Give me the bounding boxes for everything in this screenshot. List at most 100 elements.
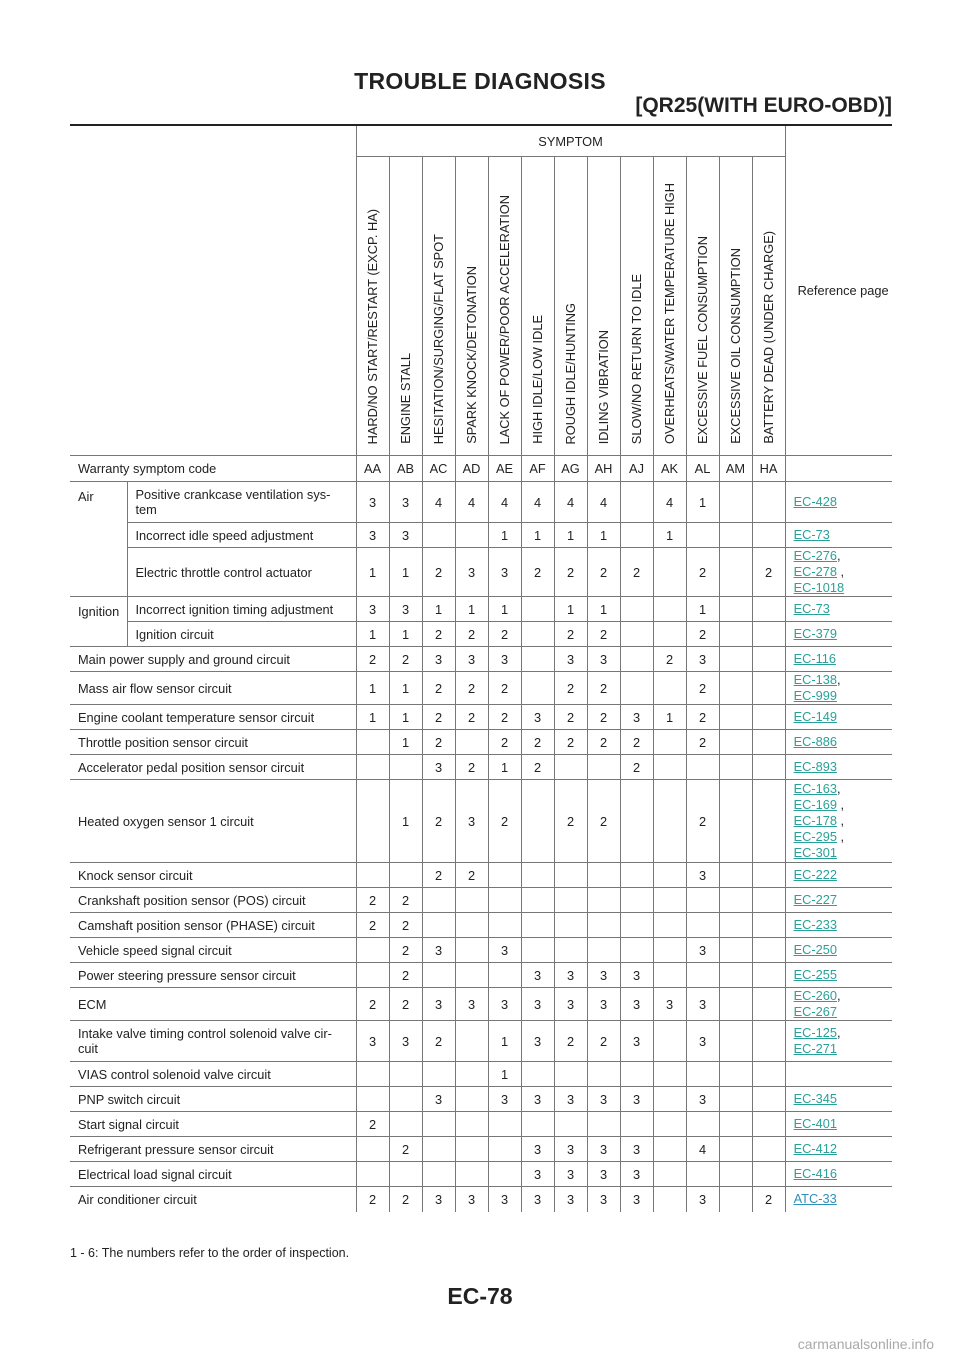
symptom-value: 2 bbox=[553, 671, 587, 705]
reference-cell: EC-227 bbox=[784, 887, 893, 913]
symptom-value bbox=[619, 671, 653, 705]
symptom-value: 2 bbox=[751, 1186, 786, 1212]
symptom-heading: SYMPTOM bbox=[355, 126, 786, 157]
reference-link[interactable]: EC-401 bbox=[793, 1116, 837, 1131]
symptom-value: 4 bbox=[652, 481, 686, 523]
symptom-value: 2 bbox=[487, 704, 521, 730]
reference-cell: EC-401 bbox=[784, 1111, 893, 1137]
symptom-name: SPARK KNOCK/DETONATION bbox=[464, 266, 479, 444]
reference-link[interactable]: EC-379 bbox=[793, 626, 837, 641]
symptom-value: 3 bbox=[619, 1086, 653, 1112]
symptom-value: 1 bbox=[454, 596, 488, 622]
symptom-value bbox=[355, 1086, 389, 1112]
symptom-value: 2 bbox=[355, 1111, 389, 1137]
symptom-value: 3 bbox=[619, 704, 653, 730]
reference-link[interactable]: EC-893 bbox=[793, 759, 837, 774]
symptom-value: 2 bbox=[454, 704, 488, 730]
reference-link[interactable]: EC-416 bbox=[793, 1166, 837, 1181]
warranty-code: AA bbox=[355, 455, 389, 482]
symptom-value bbox=[718, 621, 752, 647]
symptom-value bbox=[586, 937, 620, 963]
symptom-value bbox=[388, 862, 422, 888]
reference-link[interactable]: EC-227 bbox=[793, 892, 837, 907]
symptom-value: 1 bbox=[586, 596, 620, 622]
symptom-value: 3 bbox=[355, 481, 389, 523]
reference-cell: EC-233 bbox=[784, 912, 893, 938]
symptom-value bbox=[619, 596, 653, 622]
header-rule bbox=[70, 124, 892, 126]
reference-link[interactable]: EC-999 bbox=[793, 688, 837, 703]
row-label: Vehicle speed signal circuit bbox=[70, 937, 356, 963]
symptom-value: 3 bbox=[685, 1186, 719, 1212]
reference-link[interactable]: EC-1018 bbox=[793, 580, 845, 595]
reference-link[interactable]: EC-169 bbox=[793, 797, 837, 812]
symptom-name: LACK OF POWER/POOR ACCELERATION bbox=[497, 194, 512, 444]
symptom-value: 2 bbox=[388, 887, 422, 913]
symptom-value: 3 bbox=[586, 1161, 620, 1187]
symptom-name: HESITATION/SURGING/FLAT SPOT bbox=[431, 233, 446, 444]
reference-link[interactable]: EC-276 bbox=[793, 548, 837, 563]
symptom-matrix-table: SYMPTOM Reference page HARD/NO START/RESTA… bbox=[70, 126, 893, 1212]
reference-cell: EC-222 bbox=[784, 862, 893, 888]
symptom-value: 3 bbox=[355, 596, 389, 622]
warranty-code: AD bbox=[454, 455, 488, 482]
symptom-value: 3 bbox=[421, 937, 455, 963]
symptom-value: 2 bbox=[586, 729, 620, 755]
symptom-value bbox=[751, 729, 786, 755]
reference-link[interactable]: EC-345 bbox=[793, 1091, 837, 1106]
symptom-value bbox=[355, 862, 389, 888]
reference-link[interactable]: EC-116 bbox=[793, 651, 837, 666]
reference-link[interactable]: EC-267 bbox=[793, 1004, 837, 1019]
reference-link[interactable]: EC-250 bbox=[793, 942, 837, 957]
reference-link[interactable]: EC-412 bbox=[793, 1141, 837, 1156]
symptom-value: 2 bbox=[685, 547, 719, 597]
symptom-value bbox=[586, 754, 620, 780]
symptom-value bbox=[718, 1086, 752, 1112]
table-row: Engine coolant temperature sensor circui… bbox=[70, 704, 893, 730]
symptom-value bbox=[355, 729, 389, 755]
symptom-value bbox=[652, 621, 686, 647]
symptom-value bbox=[652, 1136, 686, 1162]
symptom-value: 2 bbox=[355, 987, 389, 1021]
reference-link[interactable]: EC-886 bbox=[793, 734, 837, 749]
reference-link[interactable]: EC-278 bbox=[793, 564, 837, 579]
reference-link[interactable]: EC-271 bbox=[793, 1041, 837, 1056]
reference-link[interactable]: EC-301 bbox=[793, 845, 837, 860]
reference-link[interactable]: EC-73 bbox=[793, 527, 830, 542]
reference-link[interactable]: EC-125 bbox=[793, 1025, 837, 1040]
reference-link[interactable]: EC-260 bbox=[793, 988, 837, 1003]
reference-link[interactable]: EC-138 bbox=[793, 672, 837, 687]
reference-link[interactable]: EC-163 bbox=[793, 781, 837, 796]
symptom-value: 4 bbox=[586, 481, 620, 523]
reference-link[interactable]: ATC-33 bbox=[793, 1191, 837, 1207]
symptom-value: 3 bbox=[487, 1086, 521, 1112]
symptom-value bbox=[421, 1161, 455, 1187]
symptom-value bbox=[652, 779, 686, 863]
reference-link[interactable]: EC-73 bbox=[793, 601, 830, 616]
warranty-code: AG bbox=[553, 455, 587, 482]
symptom-value: 2 bbox=[421, 729, 455, 755]
symptom-value bbox=[718, 646, 752, 672]
row-label: ECM bbox=[70, 987, 356, 1021]
reference-link[interactable]: EC-255 bbox=[793, 967, 837, 982]
symptom-value bbox=[619, 779, 653, 863]
reference-cell: EC-428 bbox=[784, 481, 893, 523]
symptom-value bbox=[454, 1161, 488, 1187]
reference-link[interactable]: EC-233 bbox=[793, 917, 837, 932]
symptom-value: 3 bbox=[520, 1161, 554, 1187]
symptom-value bbox=[487, 912, 521, 938]
symptom-value: 3 bbox=[454, 987, 488, 1021]
symptom-value: 2 bbox=[553, 547, 587, 597]
reference-link[interactable]: EC-222 bbox=[793, 867, 837, 882]
reference-link[interactable]: EC-295 bbox=[793, 829, 837, 844]
symptom-value bbox=[718, 547, 752, 597]
table-row: Mass air flow sensor circuit 1 1 2 2 2 2 2 2 EC-1… bbox=[70, 671, 893, 705]
reference-link[interactable]: EC-428 bbox=[793, 494, 837, 509]
symptom-value bbox=[685, 912, 719, 938]
symptom-value bbox=[355, 754, 389, 780]
symptom-value: 2 bbox=[355, 912, 389, 938]
reference-link[interactable]: EC-178 bbox=[793, 813, 837, 828]
symptom-value bbox=[751, 937, 786, 963]
reference-link[interactable]: EC-149 bbox=[793, 709, 837, 724]
row-label: Engine coolant temperature sensor circui… bbox=[70, 704, 356, 730]
